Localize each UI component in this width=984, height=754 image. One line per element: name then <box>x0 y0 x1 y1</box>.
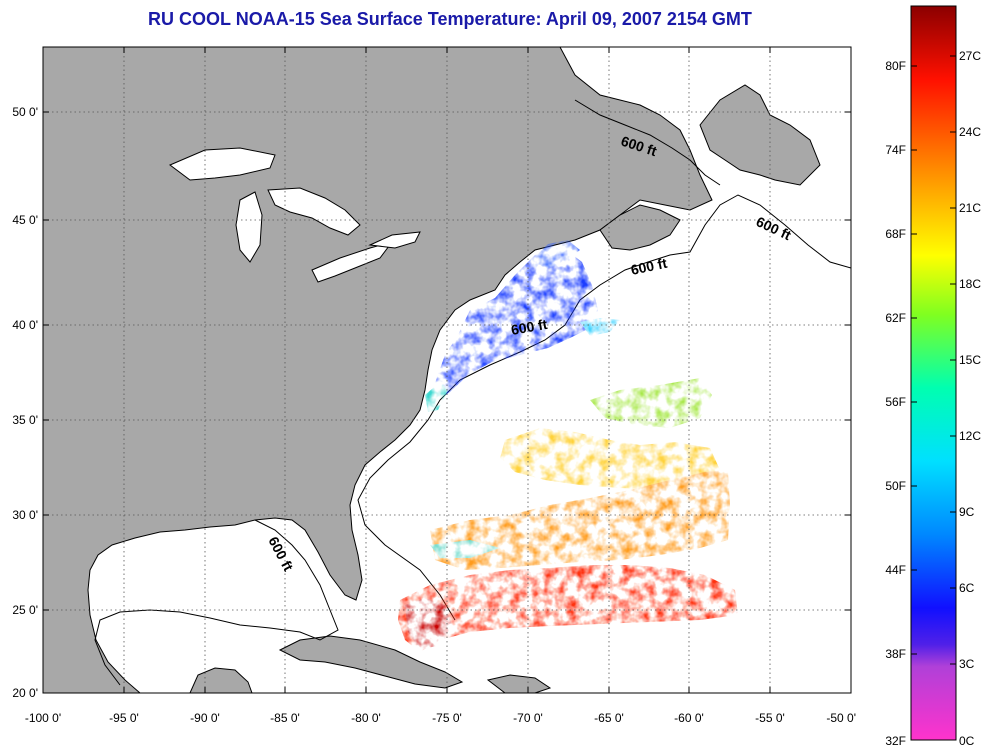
lon-tick-label: -90 0' <box>190 711 220 725</box>
lon-tick-label: -85 0' <box>270 711 300 725</box>
great-lakes <box>169 147 421 283</box>
map-title: RU COOL NOAA-15 Sea Surface Temperature:… <box>148 9 752 29</box>
lon-tick-label: -95 0' <box>109 711 139 725</box>
colorbar-c-label: 24C <box>959 125 981 139</box>
colorbar-f-label: 38F <box>885 647 906 661</box>
sst-green-patches <box>590 378 712 428</box>
colorbar-f-label: 44F <box>885 563 906 577</box>
lat-tick-labels: 20 0' 25 0' 30 0' 35 0' 40 0' 45 0' 50 0… <box>12 105 38 700</box>
sst-orange-band <box>430 470 730 570</box>
sst-cold-shelf-north <box>530 240 580 268</box>
lon-tick-label: -65 0' <box>594 711 624 725</box>
sst-dark-red-bahamas <box>405 598 452 650</box>
lat-tick-label: 25 0' <box>12 603 38 617</box>
lat-tick-label: 30 0' <box>12 508 38 522</box>
lat-tick-label: 20 0' <box>12 686 38 700</box>
colorbar-f-labels: 80F 74F 68F 62F 56F 50F 44F 38F 32F <box>885 59 906 748</box>
contour-600ft-gulf <box>94 519 339 686</box>
lat-tick-label: 40 0' <box>12 318 38 332</box>
land-hispaniola <box>486 674 552 693</box>
lon-tick-label: -55 0' <box>755 711 785 725</box>
land-yucatan <box>189 667 253 693</box>
colorbar-c-label: 21C <box>959 201 981 215</box>
colorbar-c-label: 15C <box>959 353 981 367</box>
colorbar-c-label: 3C <box>959 657 975 671</box>
sst-cyan-south <box>425 382 448 412</box>
lon-tick-label: -75 0' <box>432 711 462 725</box>
lon-tick-label: -60 0' <box>674 711 704 725</box>
colorbar-f-label: 50F <box>885 479 906 493</box>
lat-tick-label: 45 0' <box>12 213 38 227</box>
land-cuba <box>278 635 464 689</box>
lon-tick-label: -70 0' <box>513 711 543 725</box>
land-north-america <box>43 47 713 693</box>
lat-tick-label: 35 0' <box>12 413 38 427</box>
lon-tick-label: -80 0' <box>351 711 381 725</box>
sst-red-band <box>398 565 738 652</box>
colorbar-f-label: 80F <box>885 59 906 73</box>
colorbar-f-label: 68F <box>885 227 906 241</box>
sst-yellow-patches <box>500 428 720 490</box>
lon-tick-labels: -100 0' -95 0' -90 0' -85 0' -80 0' -75 … <box>25 711 856 725</box>
colorbar <box>910 5 957 741</box>
colorbar-c-label: 9C <box>959 505 975 519</box>
sst-data <box>398 240 738 652</box>
colorbar-c-label: 18C <box>959 277 981 291</box>
sst-cyan-streak <box>430 540 500 558</box>
lon-tick-label: -50 0' <box>826 711 856 725</box>
colorbar-ticks <box>911 55 956 665</box>
colorbar-f-label: 56F <box>885 395 906 409</box>
lat-tick-label: 50 0' <box>12 105 38 119</box>
land-newfoundland <box>699 84 821 186</box>
colorbar-f-label: 32F <box>885 734 906 748</box>
contour-label-4: 600 ft <box>510 316 549 338</box>
sst-cyan-edge <box>580 318 620 336</box>
lon-tick-label: -100 0' <box>25 711 61 725</box>
colorbar-f-label: 62F <box>885 311 906 325</box>
axis-ticks <box>42 47 852 694</box>
colorbar-c-label: 0C <box>959 734 975 748</box>
land-nova-scotia <box>599 204 681 251</box>
colorbar-c-label: 27C <box>959 49 981 63</box>
colorbar-c-label: 12C <box>959 429 981 443</box>
colorbar-c-labels: 27C 24C 21C 18C 15C 12C 9C 6C 3C 0C <box>959 49 981 748</box>
colorbar-f-label: 74F <box>885 143 906 157</box>
sst-cold-shelf <box>430 245 598 405</box>
contour-label-3: 600 ft <box>629 255 668 278</box>
colorbar-c-label: 6C <box>959 581 975 595</box>
contour-600ft-north <box>574 99 721 186</box>
